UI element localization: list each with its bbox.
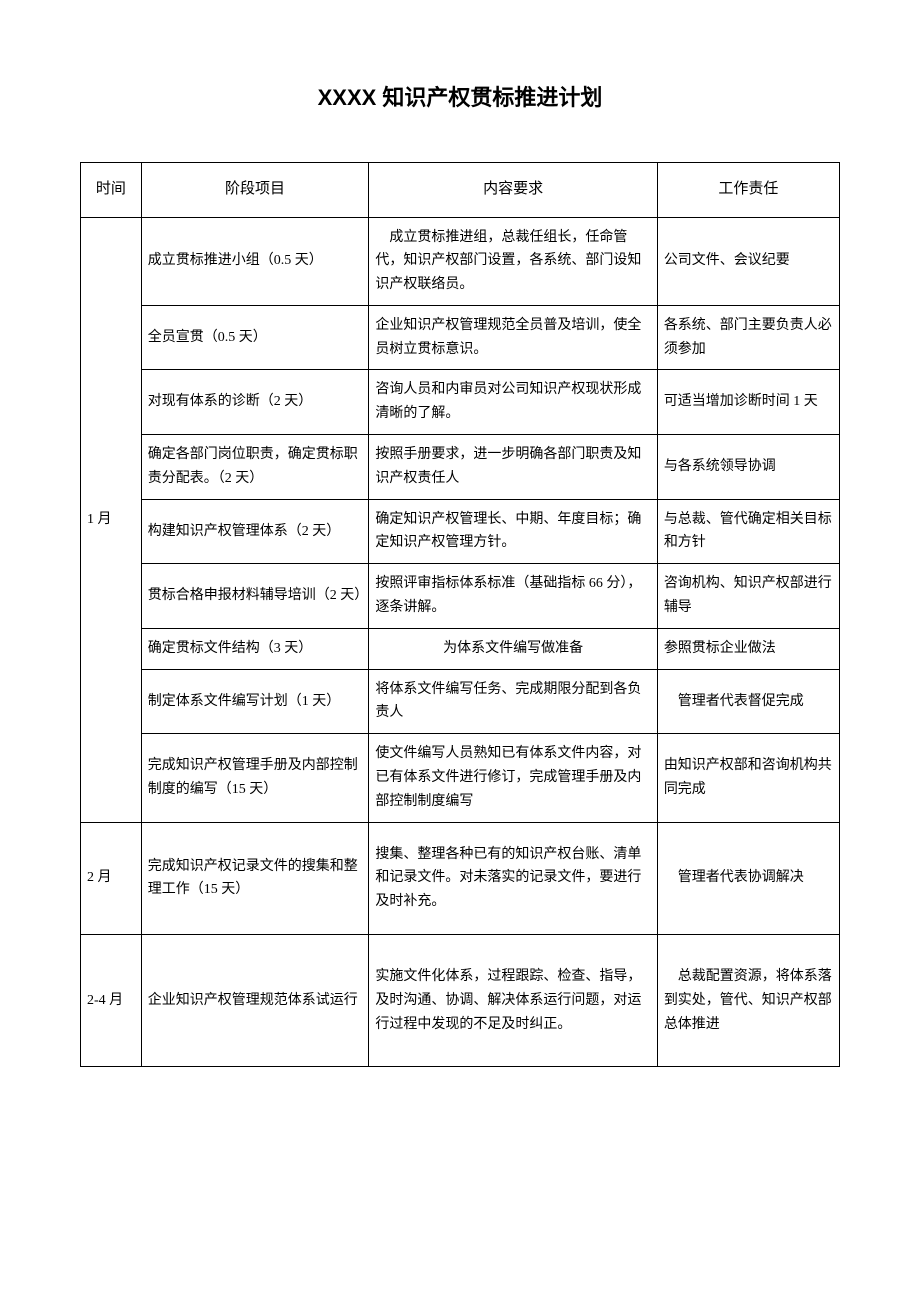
table-row: 全员宣贯（0.5 天）企业知识产权管理规范全员普及培训，使全员树立贯标意识。各系… <box>81 305 840 370</box>
cell-responsibility: 咨询机构、知识产权部进行辅导 <box>657 564 839 629</box>
cell-stage: 成立贯标推进小组（0.5 天） <box>141 217 369 305</box>
cell-stage: 完成知识产权管理手册及内部控制制度的编写（15 天） <box>141 734 369 822</box>
cell-stage: 完成知识产权记录文件的搜集和整理工作（15 天） <box>141 822 369 934</box>
cell-stage: 贯标合格申报材料辅导培训（2 天） <box>141 564 369 629</box>
cell-time: 1 月 <box>81 217 142 822</box>
cell-responsibility: 公司文件、会议纪要 <box>657 217 839 305</box>
table-row: 制定体系文件编写计划（1 天）将体系文件编写任务、完成期限分配到各负责人 管理者… <box>81 669 840 734</box>
cell-stage: 制定体系文件编写计划（1 天） <box>141 669 369 734</box>
cell-responsibility: 与总裁、管代确定相关目标和方针 <box>657 499 839 564</box>
cell-responsibility: 参照贯标企业做法 <box>657 628 839 669</box>
cell-responsibility: 可适当增加诊断时间 1 天 <box>657 370 839 435</box>
header-responsibility: 工作责任 <box>657 163 839 218</box>
header-content: 内容要求 <box>369 163 657 218</box>
cell-content: 实施文件化体系，过程跟踪、检查、指导，及时沟通、协调、解决体系运行问题，对运行过… <box>369 935 657 1067</box>
table-row: 1 月成立贯标推进小组（0.5 天） 成立贯标推进组，总裁任组长，任命管代，知识… <box>81 217 840 305</box>
cell-responsibility: 各系统、部门主要负责人必须参加 <box>657 305 839 370</box>
cell-stage: 企业知识产权管理规范体系试运行 <box>141 935 369 1067</box>
cell-content: 搜集、整理各种已有的知识产权台账、清单和记录文件。对未落实的记录文件，要进行及时… <box>369 822 657 934</box>
table-row: 构建知识产权管理体系（2 天）确定知识产权管理长、中期、年度目标；确定知识产权管… <box>81 499 840 564</box>
cell-content: 为体系文件编写做准备 <box>369 628 657 669</box>
table-row: 对现有体系的诊断（2 天）咨询人员和内审员对公司知识产权现状形成清晰的了解。可适… <box>81 370 840 435</box>
cell-content: 确定知识产权管理长、中期、年度目标；确定知识产权管理方针。 <box>369 499 657 564</box>
cell-responsibility: 总裁配置资源，将体系落到实处，管代、知识产权部总体推进 <box>657 935 839 1067</box>
header-stage: 阶段项目 <box>141 163 369 218</box>
cell-content: 按照手册要求，进一步明确各部门职责及知识产权责任人 <box>369 435 657 500</box>
header-time: 时间 <box>81 163 142 218</box>
cell-stage: 确定贯标文件结构（3 天） <box>141 628 369 669</box>
table-row: 2-4 月企业知识产权管理规范体系试运行实施文件化体系，过程跟踪、检查、指导，及… <box>81 935 840 1067</box>
cell-content: 按照评审指标体系标准（基础指标 66 分），逐条讲解。 <box>369 564 657 629</box>
table-row: 完成知识产权管理手册及内部控制制度的编写（15 天）使文件编写人员熟知已有体系文… <box>81 734 840 822</box>
cell-time: 2 月 <box>81 822 142 934</box>
plan-table: 时间 阶段项目 内容要求 工作责任 1 月成立贯标推进小组（0.5 天） 成立贯… <box>80 162 840 1067</box>
cell-content: 将体系文件编写任务、完成期限分配到各负责人 <box>369 669 657 734</box>
cell-responsibility: 管理者代表督促完成 <box>657 669 839 734</box>
table-row: 确定各部门岗位职责，确定贯标职责分配表。（2 天）按照手册要求，进一步明确各部门… <box>81 435 840 500</box>
cell-content: 成立贯标推进组，总裁任组长，任命管代，知识产权部门设置，各系统、部门设知识产权联… <box>369 217 657 305</box>
cell-content: 企业知识产权管理规范全员普及培训，使全员树立贯标意识。 <box>369 305 657 370</box>
table-row: 2 月完成知识产权记录文件的搜集和整理工作（15 天）搜集、整理各种已有的知识产… <box>81 822 840 934</box>
page-title: XXXX 知识产权贯标推进计划 <box>80 80 840 112</box>
cell-stage: 对现有体系的诊断（2 天） <box>141 370 369 435</box>
cell-responsibility: 与各系统领导协调 <box>657 435 839 500</box>
cell-content: 咨询人员和内审员对公司知识产权现状形成清晰的了解。 <box>369 370 657 435</box>
cell-stage: 构建知识产权管理体系（2 天） <box>141 499 369 564</box>
cell-responsibility: 管理者代表协调解决 <box>657 822 839 934</box>
cell-stage: 确定各部门岗位职责，确定贯标职责分配表。（2 天） <box>141 435 369 500</box>
cell-time: 2-4 月 <box>81 935 142 1067</box>
table-row: 贯标合格申报材料辅导培训（2 天）按照评审指标体系标准（基础指标 66 分），逐… <box>81 564 840 629</box>
cell-responsibility: 由知识产权部和咨询机构共同完成 <box>657 734 839 822</box>
cell-content: 使文件编写人员熟知已有体系文件内容，对已有体系文件进行修订，完成管理手册及内部控… <box>369 734 657 822</box>
table-header-row: 时间 阶段项目 内容要求 工作责任 <box>81 163 840 218</box>
table-row: 确定贯标文件结构（3 天）为体系文件编写做准备参照贯标企业做法 <box>81 628 840 669</box>
cell-stage: 全员宣贯（0.5 天） <box>141 305 369 370</box>
